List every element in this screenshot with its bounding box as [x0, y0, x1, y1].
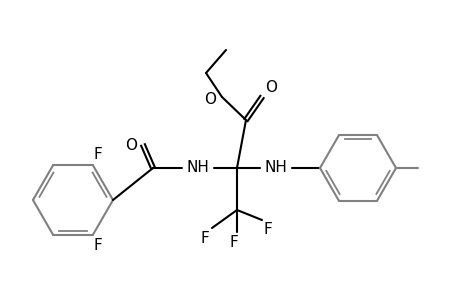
Text: F: F — [229, 235, 238, 250]
Text: NH: NH — [186, 160, 209, 175]
Text: F: F — [200, 231, 208, 246]
Text: O: O — [264, 80, 276, 95]
Text: F: F — [94, 147, 102, 162]
Text: O: O — [203, 92, 216, 106]
Text: NH: NH — [264, 160, 287, 175]
Text: F: F — [263, 222, 272, 237]
Text: O: O — [125, 137, 137, 152]
Text: F: F — [94, 238, 102, 253]
